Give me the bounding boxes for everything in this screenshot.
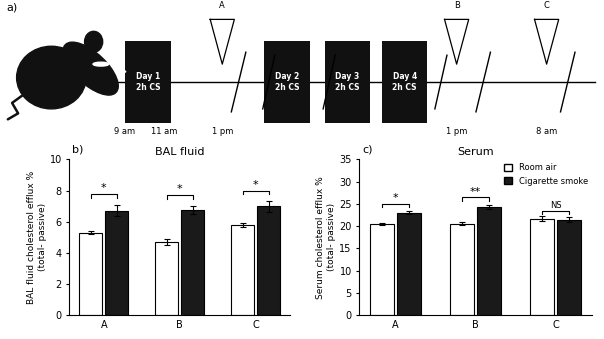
- Bar: [265, 41, 309, 123]
- Ellipse shape: [63, 42, 118, 95]
- Bar: [397, 213, 421, 315]
- Circle shape: [93, 62, 109, 66]
- Text: (Day 5): (Day 5): [531, 160, 562, 168]
- Text: 8 am: 8 am: [536, 127, 557, 136]
- Bar: [105, 211, 128, 315]
- Text: Day 3
2h CS: Day 3 2h CS: [335, 72, 359, 92]
- Text: *: *: [101, 183, 106, 193]
- Text: 9 am: 9 am: [115, 127, 135, 136]
- Text: 1 pm: 1 pm: [211, 127, 233, 136]
- Bar: [80, 233, 102, 315]
- Bar: [155, 242, 178, 315]
- Text: c): c): [362, 145, 373, 155]
- Bar: [257, 206, 280, 315]
- Text: B: B: [454, 1, 460, 11]
- Text: Day 2
2h CS: Day 2 2h CS: [275, 72, 299, 92]
- Text: a): a): [6, 3, 18, 13]
- Bar: [181, 210, 204, 315]
- Text: A: A: [219, 1, 225, 11]
- Text: *: *: [177, 184, 182, 194]
- Text: Day 4
2h CS: Day 4 2h CS: [393, 72, 417, 92]
- Text: *: *: [393, 194, 399, 203]
- Bar: [231, 225, 254, 315]
- Bar: [325, 41, 370, 123]
- Text: b): b): [72, 145, 83, 155]
- Ellipse shape: [17, 46, 86, 109]
- Title: BAL fluid: BAL fluid: [155, 147, 204, 157]
- Bar: [530, 219, 554, 315]
- Circle shape: [116, 71, 126, 73]
- Legend: Room air, Cigarette smoke: Room air, Cigarette smoke: [501, 160, 591, 189]
- Bar: [477, 206, 501, 315]
- Text: *: *: [253, 180, 259, 190]
- Text: **: **: [470, 187, 481, 197]
- Bar: [557, 220, 581, 315]
- Text: C: C: [544, 1, 550, 11]
- Text: 1 pm: 1 pm: [446, 127, 467, 136]
- Bar: [382, 41, 428, 123]
- Text: NS: NS: [550, 201, 562, 210]
- Bar: [126, 41, 170, 123]
- Ellipse shape: [85, 31, 103, 52]
- Bar: [450, 224, 474, 315]
- Y-axis label: Serum cholesterol efflux %
(total- passive): Serum cholesterol efflux % (total- passi…: [316, 176, 336, 299]
- Title: Serum: Serum: [457, 147, 494, 157]
- Text: 11 am: 11 am: [151, 127, 178, 136]
- Y-axis label: BAL fluid cholesterol efflux %
(total- passive): BAL fluid cholesterol efflux % (total- p…: [27, 171, 47, 304]
- Text: Day 1
2h CS: Day 1 2h CS: [136, 72, 160, 92]
- Bar: [370, 224, 394, 315]
